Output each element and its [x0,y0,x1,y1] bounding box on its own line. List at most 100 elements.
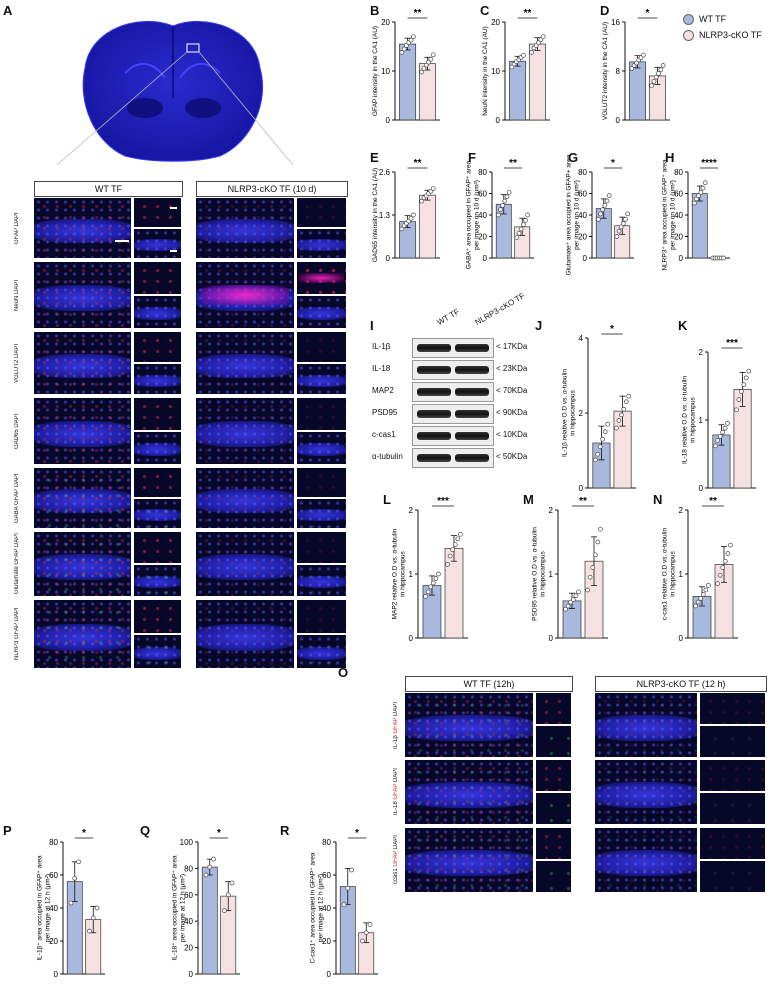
blot-kda-label: < 70KDa [496,386,528,395]
ko12-merge-2 [595,828,697,892]
wt12-channel1-1 [536,760,571,791]
data-point [587,574,593,580]
significance-label: * [82,828,86,839]
y-axis-label: VGLUT2 intensity in the CA1 (AU) [602,22,609,120]
red-signal [196,332,294,394]
data-point [721,255,726,261]
green-signal [536,793,571,824]
significance-label: *** [437,496,449,507]
data-point [521,52,526,58]
dapi-signal [134,229,181,258]
wt12-channel1-0 [536,693,571,724]
ko12-channel1-0 [700,693,765,724]
green-signal [700,726,765,757]
red-signal [297,600,346,633]
data-point [595,539,601,545]
data-point [411,212,416,218]
ko-channel1-vglut2 [297,332,346,362]
bar-ko [418,194,436,259]
wt-merge-gad65 [34,398,131,464]
data-point [430,186,436,191]
red-signal [196,532,294,596]
y-axis-label-line: in hippocampus [540,550,547,596]
col-header-wt: WT TF [34,181,183,197]
y-tick-label: 40 [322,904,331,913]
data-point [743,375,749,381]
blot-protein-label: α-tubulin [372,452,403,461]
red-signal [297,332,346,362]
green-signal [34,600,131,668]
y-axis-label-line: MAP2 relative O.D vs. α-tubulin [392,528,399,619]
data-point [712,443,718,449]
wt-channel1-nlrp3 [134,600,181,633]
neun-bright-signal [299,273,344,283]
y-tick-label: 0 [679,254,684,263]
wt-merge-gaba [34,468,131,528]
red-signal [34,532,131,596]
data-point [595,451,601,457]
data-point [720,565,726,570]
red-signal [134,600,181,633]
ko-channel1-nlrp3 [297,600,346,633]
data-point [540,34,546,40]
ko12-channel2-1 [700,793,765,824]
data-point [408,37,414,43]
data-point [504,194,510,200]
blot-kda-label: < 90KDa [496,408,528,417]
dapi-signal [196,600,294,668]
data-point [345,885,351,891]
data-point [496,212,501,218]
y-tick-label: 1 [549,570,554,579]
ko-merge-glutamate [196,532,294,596]
green-signal [297,565,346,596]
y-axis-label: IL-18 relative O.D vs. α-tubulinin hippo… [682,376,697,464]
dapi-signal [595,760,697,824]
wt-merge-gfap [34,198,131,258]
data-point [423,594,428,599]
dapi-signal [297,499,346,528]
y-tick-label: 20 [184,944,193,953]
data-point [620,221,626,226]
wt-merge-nlrp3 [34,600,131,668]
red-signal [536,828,571,859]
data-point [616,228,622,234]
dapi-signal [134,296,181,328]
chart-J: 0 2 4 IL-1β relative O.D vs. α-tubulinin hi… [562,324,636,493]
ko-channel2-nlrp3 [297,635,346,668]
data-point [576,589,581,595]
brain-section-svg [82,20,264,162]
data-point [207,864,213,870]
neun-bright-signal [200,285,290,305]
ko-channel1-gfap [297,198,346,227]
red-signal [297,198,346,227]
y-axis-label: GFAP intensity in the CA1 (AU) [372,26,379,116]
data-point [602,202,608,208]
y-tick-label: 20 [674,233,683,242]
y-tick-label: 40 [578,211,587,220]
green-signal [134,565,181,596]
y-tick-label: 2 [579,409,584,418]
y-axis-label-line: NLRP3⁺ area occupied in GFAP⁺ area [662,159,669,271]
data-point [520,222,526,228]
data-point [229,880,235,886]
y-tick-label: 0 [679,634,684,643]
dapi-signal [297,364,346,394]
y-axis-label: NeuN intensity in the CA1 (AU) [482,26,489,116]
y-tick-label: 20 [49,937,58,946]
dapi-signal [34,262,131,328]
data-point [715,581,720,586]
y-tick-label: 0 [54,970,59,979]
wt-merge-vglut2 [34,332,131,394]
ko-channel2-gfap [297,229,346,258]
y-tick-label: 0 [409,634,414,643]
data-point [698,595,704,601]
significance-label: ** [414,158,422,169]
data-point [618,224,624,230]
wt-channel2-gaba [134,499,181,528]
y-axis-label-line: in hippocampus [670,550,677,596]
y-tick-label: 60 [322,871,331,880]
green-signal [297,499,346,528]
